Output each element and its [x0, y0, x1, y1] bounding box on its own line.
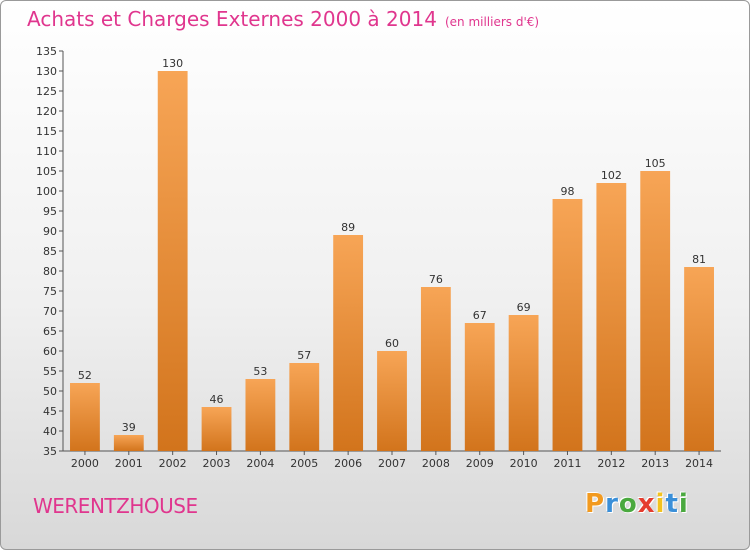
- y-tick-label: 70: [43, 305, 57, 318]
- logo-letter: P: [585, 489, 606, 519]
- y-tick-label: 135: [36, 45, 57, 58]
- data-label-2002: 130: [162, 57, 183, 70]
- proxiti-logo: Proxiti: [585, 489, 689, 519]
- bar-2009: [464, 323, 495, 451]
- x-axis: 2000 2001 2002 2003 2004 2005 2006 2007 2008 2009…: [63, 450, 721, 470]
- data-label-2014: 81: [692, 253, 706, 266]
- x-tick-label-2011: 2011: [553, 457, 581, 470]
- data-label-2004: 53: [253, 365, 267, 378]
- y-tick-label: 110: [36, 145, 57, 158]
- x-tick-label-2005: 2005: [290, 457, 318, 470]
- x-tick-label-2004: 2004: [246, 457, 274, 470]
- y-tick-label: 125: [36, 85, 57, 98]
- bar-2011: [552, 199, 583, 451]
- data-label-2010: 69: [517, 301, 531, 314]
- y-tick-label: 45: [43, 405, 57, 418]
- logo-letter: i: [678, 489, 689, 519]
- bar-2014: [684, 267, 714, 451]
- y-tick-label: 35: [43, 445, 57, 458]
- data-label-2013: 105: [645, 157, 666, 170]
- bar-2010: [508, 315, 539, 451]
- logo-letter: o: [618, 489, 638, 519]
- data-label-2005: 57: [297, 349, 311, 362]
- y-tick-label: 85: [43, 245, 57, 258]
- x-tick-label-2008: 2008: [422, 457, 450, 470]
- y-tick-label: 65: [43, 325, 57, 338]
- chart-subtitle: (en milliers d'€): [444, 15, 540, 29]
- data-label-2012: 102: [601, 169, 622, 182]
- x-tick-label-2003: 2003: [203, 457, 231, 470]
- y-tick-label: 130: [36, 65, 57, 78]
- data-label-2006: 89: [341, 221, 355, 234]
- y-tick-label: 120: [36, 105, 57, 118]
- y-tick-label: 80: [43, 265, 57, 278]
- x-tick-label-2006: 2006: [334, 457, 362, 470]
- data-label-2000: 52: [78, 369, 92, 382]
- logo-letter: x: [637, 489, 656, 519]
- data-label-2007: 60: [385, 337, 399, 350]
- bars: 52 39 130 46 53 57 89 60 76 67 69 98 102 105 81: [70, 57, 714, 451]
- x-tick-label-2014: 2014: [685, 457, 713, 470]
- y-tick-label: 75: [43, 285, 57, 298]
- y-tick-label: 115: [36, 125, 57, 138]
- bar-2007: [377, 351, 407, 451]
- y-tick-label: 50: [43, 385, 57, 398]
- bar-2000: [70, 383, 100, 451]
- x-tick-label-2007: 2007: [378, 457, 406, 470]
- bar-2012: [596, 183, 627, 451]
- x-tick-label-2012: 2012: [597, 457, 625, 470]
- x-tick-label-2001: 2001: [115, 457, 143, 470]
- data-label-2001: 39: [122, 421, 136, 434]
- title-row: Achats et Charges Externes 2000 à 2014 (e…: [27, 7, 539, 31]
- y-tick-label: 90: [43, 225, 57, 238]
- bar-2003: [201, 407, 232, 451]
- bar-2002: [157, 71, 188, 451]
- bar-2006: [333, 235, 364, 451]
- y-tick-label: 95: [43, 205, 57, 218]
- data-label-2011: 98: [560, 185, 574, 198]
- y-tick-label: 40: [43, 425, 57, 438]
- bar-2005: [289, 363, 320, 451]
- location-label: WERENTZHOUSE: [33, 494, 198, 518]
- logo-letter: i: [655, 489, 666, 519]
- x-tick-label-2013: 2013: [641, 457, 669, 470]
- data-label-2003: 46: [210, 393, 224, 406]
- y-tick-label: 100: [36, 185, 57, 198]
- chart-title: Achats et Charges Externes 2000 à 2014: [27, 7, 437, 31]
- data-label-2008: 76: [429, 273, 443, 286]
- bar-2001: [113, 435, 144, 451]
- bar-2013: [640, 171, 671, 451]
- x-tick-label-2010: 2010: [510, 457, 538, 470]
- y-tick-label: 105: [36, 165, 57, 178]
- y-tick-label: 60: [43, 345, 57, 358]
- logo-letter: t: [665, 489, 679, 519]
- logo-letter: r: [605, 489, 619, 519]
- x-tick-label-2009: 2009: [466, 457, 494, 470]
- x-tick-label-2002: 2002: [159, 457, 187, 470]
- x-tick-label-2000: 2000: [71, 457, 99, 470]
- y-axis: 35 40 45 50 55 60 65 70 75 80 85 90 95 100 105 110 115 12…: [36, 45, 64, 458]
- y-tick-label: 55: [43, 365, 57, 378]
- bar-2004: [245, 379, 276, 451]
- data-label-2009: 67: [473, 309, 487, 322]
- bar-2008: [420, 287, 451, 451]
